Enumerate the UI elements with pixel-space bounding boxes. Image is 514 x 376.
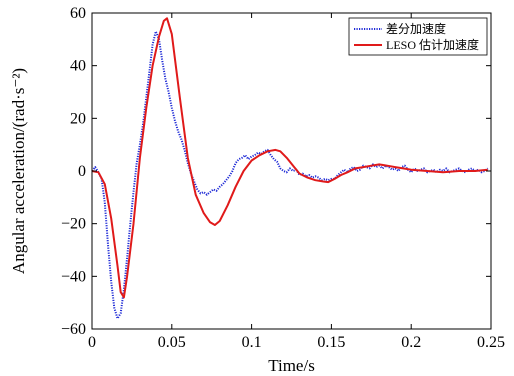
x-tick-label: 0.05: [158, 334, 186, 351]
y-tick-label: 0: [78, 163, 86, 180]
legend: 差分加速度 LESO 估计加速度: [348, 17, 488, 56]
y-tick-label: −60: [61, 321, 86, 338]
y-tick-label: −40: [61, 268, 86, 285]
x-axis-label: Time/s: [268, 356, 315, 375]
x-tick-label: 0.25: [477, 334, 505, 351]
y-axis-label: Angular acceleration/(rad·s⁻²): [9, 68, 28, 274]
x-tick-label: 0: [88, 334, 96, 351]
series-layer: [91, 17, 489, 320]
x-tick-label: 0.2: [401, 334, 421, 351]
series-line-diff-accel: [91, 30, 489, 320]
y-tick-label: 20: [70, 110, 86, 127]
x-tick-label: 0.1: [242, 334, 262, 351]
y-tick-label: 40: [70, 58, 86, 75]
tick-layer: 0 0.05 0.1 0.15 0.2 0.25 −60 −40 −20 0 20 40 60: [61, 5, 505, 351]
series-line-leso-accel: [91, 17, 488, 299]
legend-label-leso-accel: LESO 估计加速度: [386, 37, 479, 52]
legend-box: [348, 17, 488, 56]
y-tick-label: 60: [70, 5, 86, 22]
y-tick-label: −20: [61, 216, 86, 233]
legend-label-diff-accel: 差分加速度: [386, 21, 446, 36]
x-tick-label: 0.15: [317, 334, 345, 351]
